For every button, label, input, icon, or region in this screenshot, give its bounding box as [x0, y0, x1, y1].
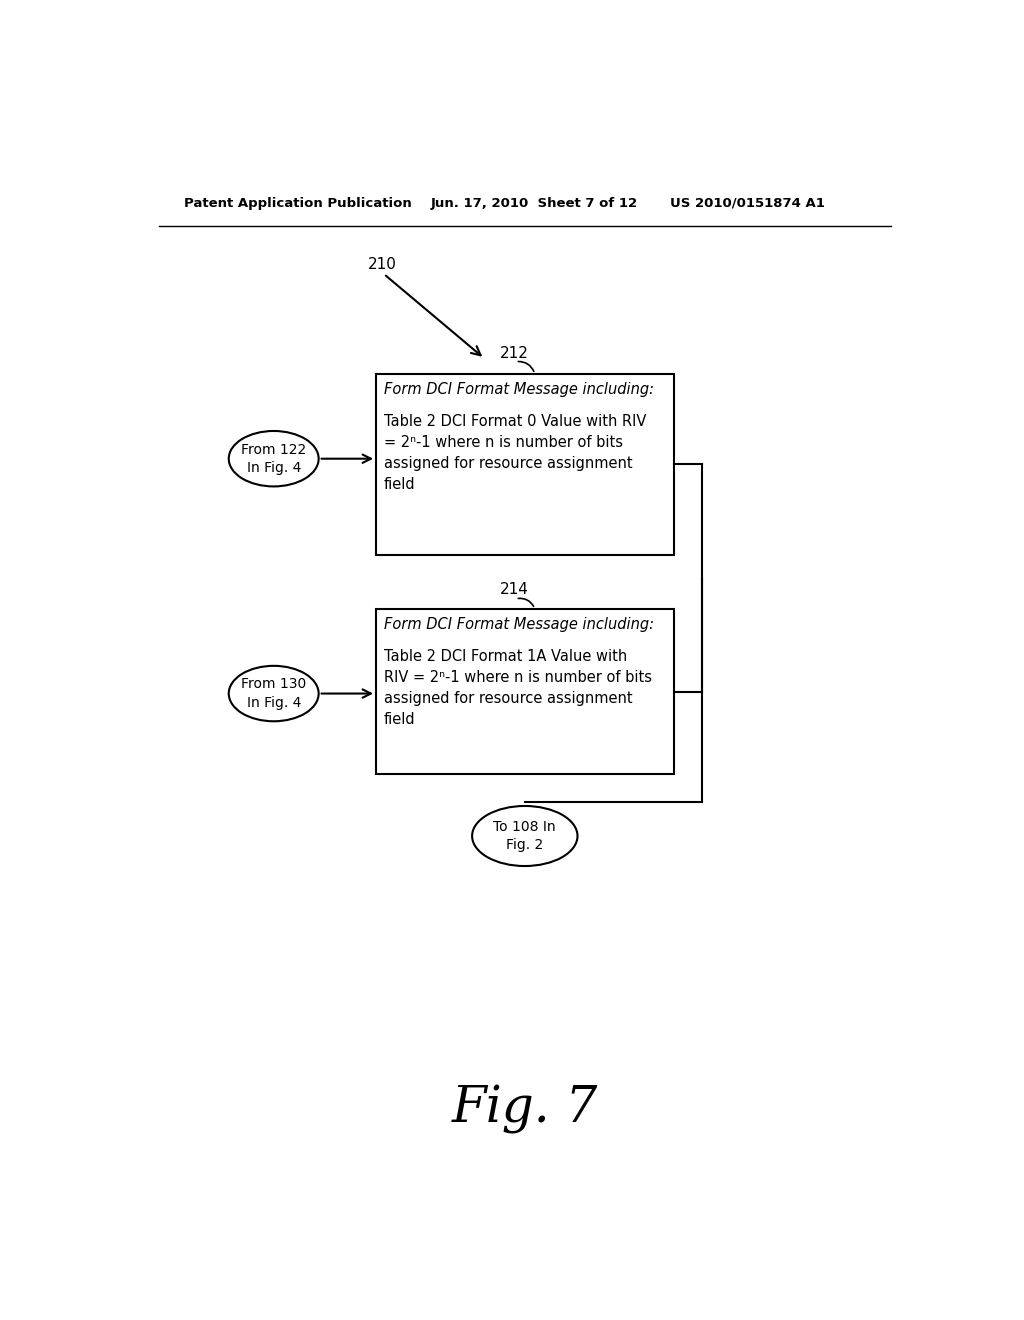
Text: 210: 210 [369, 257, 397, 272]
Text: Table 2 DCI Format 1A Value with
RIV = 2ⁿ-1 where n is number of bits
assigned f: Table 2 DCI Format 1A Value with RIV = 2… [384, 649, 651, 727]
Text: To 108 In
Fig. 2: To 108 In Fig. 2 [494, 820, 556, 853]
Text: US 2010/0151874 A1: US 2010/0151874 A1 [671, 197, 825, 210]
Text: 214: 214 [500, 582, 528, 597]
Bar [376, 374, 675, 554]
Ellipse shape [472, 807, 578, 866]
Text: From 130
In Fig. 4: From 130 In Fig. 4 [241, 677, 306, 710]
Text: Form DCI Format Message including:: Form DCI Format Message including: [384, 381, 653, 397]
Text: 212: 212 [500, 346, 528, 360]
Text: Table 2 DCI Format 0 Value with RIV
= 2ⁿ-1 where n is number of bits
assigned fo: Table 2 DCI Format 0 Value with RIV = 2ⁿ… [384, 414, 646, 492]
Ellipse shape [228, 665, 318, 721]
Text: Fig. 7: Fig. 7 [452, 1085, 598, 1134]
Text: From 122
In Fig. 4: From 122 In Fig. 4 [241, 442, 306, 475]
Text: Form DCI Format Message including:: Form DCI Format Message including: [384, 616, 653, 631]
Text: Patent Application Publication: Patent Application Publication [183, 197, 412, 210]
Bar [376, 609, 675, 775]
Ellipse shape [228, 430, 318, 487]
Text: Jun. 17, 2010  Sheet 7 of 12: Jun. 17, 2010 Sheet 7 of 12 [430, 197, 637, 210]
